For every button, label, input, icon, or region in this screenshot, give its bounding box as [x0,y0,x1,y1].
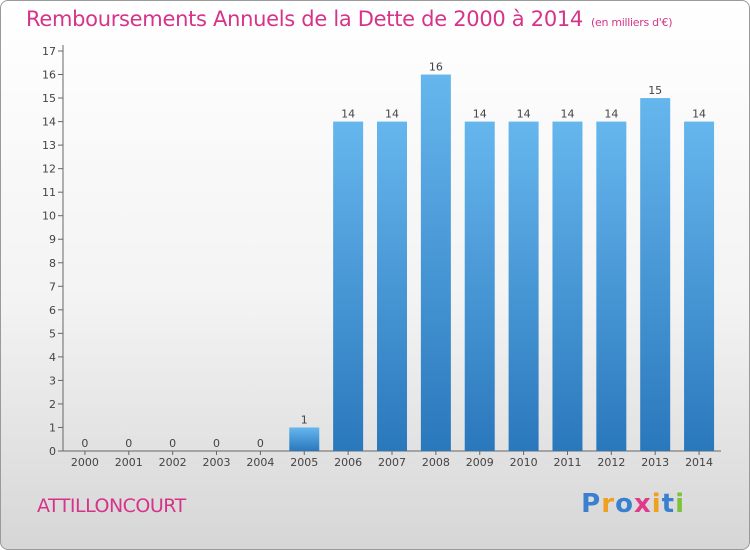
logo-letter: o [615,489,634,519]
x-tick-label: 2011 [553,456,581,469]
bar-value-label: 14 [385,108,399,121]
bar-value-label: 14 [604,108,618,121]
bar [596,121,627,452]
x-tick-label: 2007 [378,456,406,469]
bar [640,98,671,451]
y-tick-label: 5 [49,327,56,340]
x-tick-label: 2014 [685,456,713,469]
x-tick-label: 2013 [641,456,669,469]
x-tick-label: 2004 [246,456,274,469]
chart-unit: (en milliers d'€) [591,16,673,29]
bar-value-label: 15 [648,84,662,97]
y-tick-label: 15 [42,92,56,105]
y-tick-label: 16 [42,69,56,82]
y-tick-label: 10 [42,210,56,223]
bar [420,74,451,451]
logo-letter: P [581,489,602,519]
x-tick-label: 2012 [597,456,625,469]
bar-value-label: 14 [560,108,574,121]
bar [289,427,320,451]
y-tick-label: 1 [49,421,56,434]
x-tick-label: 2010 [510,456,538,469]
bar-value-label: 0 [81,437,88,450]
y-tick-label: 4 [49,351,56,364]
logo-letter: x [633,489,652,519]
x-tick-label: 2006 [334,456,362,469]
y-tick-label: 2 [49,398,56,411]
logo-letter: i [651,489,662,519]
bar [464,121,495,452]
bar-value-label: 16 [429,61,443,74]
x-tick-label: 2000 [71,456,99,469]
bar-value-label: 14 [692,108,706,121]
x-tick-label: 2005 [290,456,318,469]
bar-value-label: 1 [301,413,308,426]
y-tick-label: 3 [49,374,56,387]
y-tick-label: 6 [49,304,56,317]
bar [684,121,715,452]
y-tick-label: 9 [49,233,56,246]
y-tick-label: 12 [42,163,56,176]
logo-letter: r [601,489,616,519]
bar [508,121,539,452]
y-tick-label: 7 [49,280,56,293]
logo-letter: i [675,489,685,519]
bar-value-label: 14 [473,108,487,121]
y-tick-label: 11 [42,186,56,199]
bar-value-label: 14 [517,108,531,121]
bar [333,121,364,452]
bar-value-label: 0 [257,437,264,450]
proxiti-logo: Proxiti [581,489,685,519]
y-tick-label: 0 [49,445,56,458]
chart-title-text: Remboursements Annuels de la Dette de 20… [26,7,583,31]
x-tick-label: 2009 [466,456,494,469]
y-tick-label: 14 [42,116,56,129]
bar-value-label: 0 [213,437,220,450]
x-tick-label: 2008 [422,456,450,469]
bar-value-label: 0 [169,437,176,450]
y-tick-label: 13 [42,139,56,152]
y-tick-label: 8 [49,257,56,270]
commune-name: ATTILLONCOURT [37,495,186,517]
x-tick-label: 2001 [115,456,143,469]
x-tick-label: 2003 [203,456,231,469]
chart-title: Remboursements Annuels de la Dette de 20… [26,7,672,31]
bar [552,121,583,452]
x-tick-label: 2002 [159,456,187,469]
logo-letter: t [661,489,676,519]
bar-value-label: 14 [341,108,355,121]
bar-value-label: 0 [125,437,132,450]
y-tick-label: 17 [42,45,56,58]
bar [377,121,407,452]
